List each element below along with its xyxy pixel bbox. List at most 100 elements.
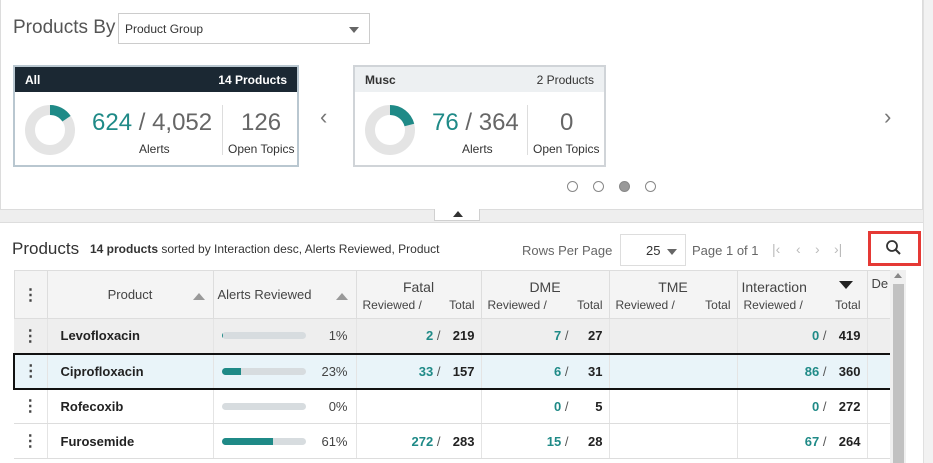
row-menu-icon[interactable]: ⋮ (14, 423, 48, 459)
fatal-reviewed[interactable]: 2 / (426, 328, 441, 344)
carousel-dots (567, 181, 656, 192)
next-page-icon[interactable]: › (815, 241, 820, 257)
sort-description: sorted by Interaction desc, Alerts Revie… (161, 242, 440, 256)
kebab-menu-icon: ⋮ (22, 286, 39, 304)
column-header-interaction[interactable]: Interaction Reviewed / Total (736, 270, 868, 319)
slash-separator: / (436, 433, 441, 449)
card-musc[interactable]: Musc 2 Products 76 / 364 Alerts 0 Open T… (353, 65, 606, 167)
int-total: 264 (838, 433, 861, 449)
product-group-panel: Products By Product Group All 14 Product… (0, 0, 923, 210)
divider (527, 105, 528, 155)
column-header-alerts-reviewed[interactable]: Alerts Reviewed (212, 270, 357, 319)
int-reviewed[interactable]: 86 / (804, 363, 827, 379)
column-header-de[interactable]: De (866, 270, 894, 319)
int-cell: 67 / 264 (737, 423, 868, 459)
column-header-tme[interactable]: TME Reviewed / Total (608, 270, 738, 319)
alerts-ratio: 624 / 4,052 (92, 109, 213, 136)
product-group-select[interactable]: Product Group (118, 13, 370, 44)
row-menu-icon[interactable]: ⋮ (14, 388, 48, 424)
fatal-total: 219 (452, 328, 475, 344)
column-header-fatal[interactable]: Fatal Reviewed / Total (355, 270, 482, 319)
chevron-down-icon (667, 249, 677, 255)
chevron-left-icon[interactable]: ‹ (320, 104, 328, 129)
dme-reviewed[interactable]: 15 / (546, 433, 569, 449)
alerts-total-count: 364 (478, 109, 519, 136)
carousel-dot[interactable] (567, 181, 578, 192)
first-page-icon[interactable]: |‹ (772, 241, 781, 257)
table-scrollbar[interactable] (890, 270, 906, 463)
dme-cell: 0 / 5 (481, 388, 610, 424)
column-header-product[interactable]: Product (46, 270, 214, 319)
dme-reviewed[interactable]: 6 / (554, 363, 569, 379)
alerts-label: Alerts (462, 142, 493, 156)
alerts-ratio: 76 / 364 (432, 109, 519, 136)
int-reviewed[interactable]: 0 / (812, 328, 827, 344)
table-row[interactable]: ⋮ Ciprofloxacin 23% 33 / 157 6 / 31 86 / 360 (13, 352, 894, 390)
column-header-dme[interactable]: DME Reviewed / Total (480, 270, 610, 319)
column-menu[interactable]: ⋮ (13, 270, 48, 319)
open-topics-label: Open Topics (228, 142, 295, 156)
de-cell (867, 318, 894, 354)
product-name[interactable]: Furosemide (47, 423, 214, 459)
table-header-row: ⋮ Product Alerts Reviewed Fatal Reviewed … (13, 270, 894, 319)
carousel-dot[interactable] (593, 181, 604, 192)
int-reviewed[interactable]: 0 / (812, 398, 827, 414)
slash-separator: / (564, 328, 569, 344)
dme-total: 5 (595, 398, 603, 414)
table-row[interactable]: ⋮ Rofecoxib 0% 0 / 5 0 / 272 (14, 388, 894, 424)
tme-cell (609, 388, 738, 424)
int-total: 360 (838, 363, 861, 379)
alerts-donut-chart (365, 105, 415, 155)
rows-per-page-select[interactable]: 25 (620, 234, 686, 266)
grid-title: Products (12, 239, 80, 258)
alerts-reviewed-cell: 23% (213, 352, 357, 390)
alerts-reviewed-percent: 0% (328, 398, 348, 414)
product-name[interactable]: Rofecoxib (47, 388, 214, 424)
chevron-right-icon[interactable]: › (884, 104, 892, 129)
dme-total: 27 (588, 328, 603, 344)
dme-reviewed[interactable]: 7 / (554, 328, 569, 344)
slash-separator: / (822, 328, 827, 344)
alerts-reviewed-percent: 23% (321, 363, 348, 379)
card-all[interactable]: All 14 Products 624 / 4,052 Alerts 126 O… (13, 65, 299, 167)
prev-page-icon[interactable]: ‹ (796, 241, 801, 257)
chevron-up-icon (453, 211, 463, 217)
int-reviewed[interactable]: 67 / (804, 433, 827, 449)
int-total: 272 (838, 398, 861, 414)
slash-separator: / (436, 363, 441, 379)
row-menu-icon[interactable]: ⋮ (14, 318, 48, 354)
carousel-dot[interactable] (645, 181, 656, 192)
divider (222, 105, 223, 155)
tme-cell (609, 318, 738, 354)
dme-cell: 15 / 28 (481, 423, 610, 459)
dme-reviewed[interactable]: 0 / (554, 398, 569, 414)
collapse-panel-button[interactable] (434, 209, 480, 221)
alerts-reviewed-progress (221, 437, 306, 445)
row-menu-icon[interactable]: ⋮ (13, 352, 48, 390)
slash-separator: / (564, 398, 569, 414)
de-cell (867, 388, 894, 424)
alerts-donut-chart (25, 105, 75, 155)
fatal-cell: 33 / 157 (356, 352, 482, 390)
card-name: Musc (365, 73, 396, 87)
page-indicator: Page 1 of 1 (692, 243, 759, 258)
table-row[interactable]: ⋮ Levofloxacin 1% 2 / 219 7 / 27 0 / 419 (14, 318, 894, 354)
product-name[interactable]: Levofloxacin (47, 318, 214, 354)
sort-up-icon (192, 293, 205, 300)
fatal-reviewed[interactable]: 272 / (411, 433, 441, 449)
sort-down-icon (838, 281, 853, 289)
fatal-reviewed[interactable]: 33 / (418, 363, 441, 379)
last-page-icon[interactable]: ›| (834, 241, 843, 257)
table-row[interactable]: ⋮ Furosemide 61% 272 / 283 15 / 28 67 / 264 (14, 423, 894, 459)
grid-sort-description: 14 products sorted by Interaction desc, … (90, 242, 440, 256)
alerts-reviewed-cell: 0% (213, 388, 357, 424)
de-cell (867, 352, 894, 390)
scrollbar-thumb[interactable] (893, 284, 904, 463)
fatal-total: 283 (452, 433, 475, 449)
product-count: 14 products (90, 242, 159, 256)
carousel-dot-active[interactable] (619, 181, 630, 192)
product-name[interactable]: Ciprofloxacin (47, 352, 214, 390)
search-button[interactable] (868, 231, 921, 266)
alerts-reviewed-progress (221, 367, 306, 375)
scroll-up-icon[interactable] (894, 273, 902, 278)
